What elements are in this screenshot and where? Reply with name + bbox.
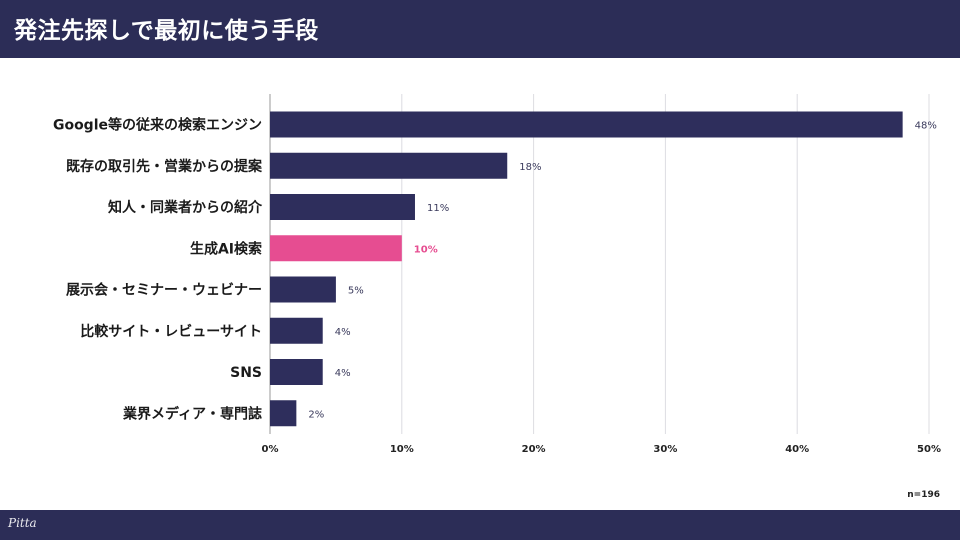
category-label: 知人・同業者からの紹介 [108, 199, 263, 216]
category-label: 業界メディア・専門誌 [122, 405, 262, 422]
bar [270, 317, 323, 344]
brand-logo: Pitta [8, 516, 37, 530]
bar [270, 359, 323, 385]
bar [270, 152, 508, 179]
footer-bar: Pitta [0, 510, 960, 540]
category-label: Google等の従来の検索エンジン [53, 117, 262, 134]
header-bar: 発注先探しで最初に使う手段 [0, 0, 960, 58]
category-label: SNS [230, 365, 262, 381]
bar [270, 276, 336, 303]
data-label: 48% [915, 121, 937, 132]
sample-size-label: n=196 [907, 490, 940, 500]
bar [270, 235, 402, 262]
bar-chart: 0% 10% 20% 30% 40% 50% Google等の従来の検索エンジン 48% 既存の… [53, 94, 941, 455]
data-label: 11% [427, 203, 449, 214]
data-label: 2% [308, 409, 324, 420]
bar [270, 194, 415, 220]
bar [270, 111, 903, 138]
x-tick-label: 20% [522, 444, 546, 455]
category-label: 既存の取引先・営業からの提案 [66, 158, 263, 175]
x-tick-label: 30% [653, 444, 677, 455]
x-tick-label: 40% [785, 444, 809, 455]
x-tick-label: 50% [917, 444, 941, 455]
data-label: 18% [519, 162, 541, 173]
data-label: 4% [335, 327, 351, 338]
x-tick-label: 10% [390, 444, 414, 455]
category-label: 生成AI検索 [190, 240, 262, 257]
x-tick-label: 0% [262, 444, 279, 455]
data-label: 4% [335, 368, 351, 379]
bar [270, 400, 297, 427]
category-label: 比較サイト・レビューサイト [80, 323, 262, 340]
data-label: 10% [414, 244, 438, 255]
category-label: 展示会・セミナー・ウェビナー [66, 282, 262, 299]
data-label: 5% [348, 286, 364, 297]
page-title: 発注先探しで最初に使う手段 [14, 18, 319, 44]
